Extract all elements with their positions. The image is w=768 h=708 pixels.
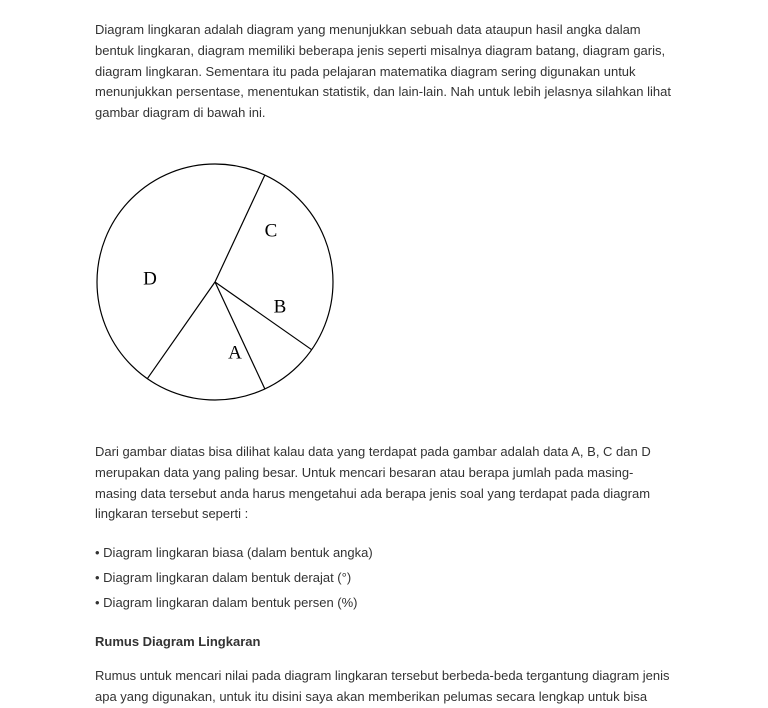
document-page: Diagram lingkaran adalah diagram yang me… [0,0,768,708]
bullet-item: • Diagram lingkaran dalam bentuk persen … [95,593,673,614]
svg-text:A: A [228,342,242,363]
section-heading: Rumus Diagram Lingkaran [95,632,673,653]
bullet-item: • Diagram lingkaran dalam bentuk derajat… [95,568,673,589]
svg-text:C: C [265,220,278,241]
svg-text:B: B [274,296,287,317]
pie-chart: A B C D [95,142,673,422]
svg-text:D: D [143,268,157,289]
intro-paragraph: Diagram lingkaran adalah diagram yang me… [95,20,673,124]
bullet-item: • Diagram lingkaran biasa (dalam bentuk … [95,543,673,564]
paragraph-3: Rumus untuk mencari nilai pada diagram l… [95,666,673,708]
bullet-list: • Diagram lingkaran biasa (dalam bentuk … [95,543,673,613]
paragraph-2: Dari gambar diatas bisa dilihat kalau da… [95,442,673,525]
pie-chart-svg: A B C D [95,142,345,422]
